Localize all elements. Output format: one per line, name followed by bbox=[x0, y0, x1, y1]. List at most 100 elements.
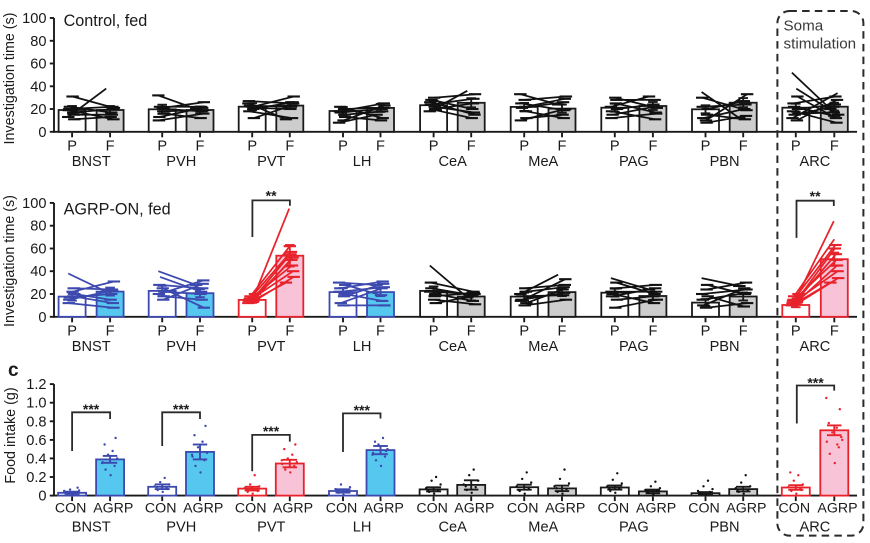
svg-text:PVH: PVH bbox=[166, 339, 196, 355]
svg-text:AGRP: AGRP bbox=[726, 501, 766, 517]
svg-text:PVT: PVT bbox=[257, 339, 285, 355]
svg-text:P: P bbox=[791, 139, 801, 155]
svg-text:MeA: MeA bbox=[528, 520, 558, 536]
svg-text:0.2: 0.2 bbox=[26, 470, 46, 486]
svg-text:CON: CON bbox=[598, 501, 630, 517]
svg-text:AGRP: AGRP bbox=[545, 501, 585, 517]
svg-text:P: P bbox=[247, 139, 257, 155]
svg-text:40: 40 bbox=[30, 79, 46, 95]
svg-text:P: P bbox=[429, 324, 439, 340]
svg-text:CON: CON bbox=[145, 501, 177, 517]
svg-text:F: F bbox=[196, 324, 205, 340]
svg-text:***: *** bbox=[83, 401, 100, 417]
svg-text:PVH: PVH bbox=[166, 154, 196, 170]
svg-text:AGRP: AGRP bbox=[636, 501, 676, 517]
svg-text:CON: CON bbox=[326, 501, 358, 517]
svg-text:F: F bbox=[285, 139, 294, 155]
svg-text:40: 40 bbox=[30, 264, 46, 280]
svg-text:BNST: BNST bbox=[72, 339, 111, 355]
svg-text:PAG: PAG bbox=[619, 154, 649, 170]
svg-text:Soma: Soma bbox=[784, 17, 824, 34]
svg-text:P: P bbox=[338, 324, 348, 340]
svg-text:LH: LH bbox=[353, 520, 372, 536]
svg-text:PBN: PBN bbox=[710, 339, 740, 355]
svg-text:***: *** bbox=[354, 402, 371, 418]
svg-text:F: F bbox=[648, 324, 657, 340]
svg-text:80: 80 bbox=[30, 219, 46, 235]
svg-text:1.2: 1.2 bbox=[26, 377, 46, 393]
svg-text:F: F bbox=[196, 139, 205, 155]
svg-text:80: 80 bbox=[30, 34, 46, 50]
svg-text:BNST: BNST bbox=[72, 154, 111, 170]
svg-text:PBN: PBN bbox=[710, 520, 740, 536]
svg-text:CeA: CeA bbox=[439, 154, 468, 170]
svg-text:AGRP: AGRP bbox=[454, 501, 494, 517]
svg-text:F: F bbox=[285, 324, 294, 340]
svg-text:F: F bbox=[467, 139, 476, 155]
svg-text:Investigation time (s): Investigation time (s) bbox=[2, 13, 18, 145]
svg-text:ARC: ARC bbox=[799, 339, 830, 355]
svg-text:AGRP: AGRP bbox=[817, 501, 857, 517]
svg-text:60: 60 bbox=[30, 242, 46, 258]
svg-text:P: P bbox=[701, 139, 711, 155]
svg-text:0.6: 0.6 bbox=[26, 433, 46, 449]
svg-text:20: 20 bbox=[30, 287, 46, 303]
svg-text:P: P bbox=[67, 324, 77, 340]
svg-text:CON: CON bbox=[779, 501, 811, 517]
svg-text:***: *** bbox=[173, 401, 190, 417]
svg-text:F: F bbox=[376, 139, 385, 155]
svg-text:CeA: CeA bbox=[439, 520, 468, 536]
svg-text:P: P bbox=[157, 324, 167, 340]
svg-text:AGRP: AGRP bbox=[273, 501, 313, 517]
svg-text:MeA: MeA bbox=[528, 154, 558, 170]
svg-text:PAG: PAG bbox=[619, 520, 649, 536]
svg-text:Food intake (g): Food intake (g) bbox=[3, 387, 19, 483]
svg-text:CON: CON bbox=[688, 501, 720, 517]
svg-text:AGRP: AGRP bbox=[364, 501, 404, 517]
svg-text:BNST: BNST bbox=[72, 520, 111, 536]
svg-text:F: F bbox=[106, 324, 115, 340]
svg-text:AGRP: AGRP bbox=[93, 501, 133, 517]
svg-text:P: P bbox=[338, 139, 348, 155]
svg-text:MeA: MeA bbox=[528, 339, 558, 355]
svg-text:100: 100 bbox=[22, 196, 46, 212]
svg-text:F: F bbox=[830, 139, 839, 155]
svg-text:P: P bbox=[67, 139, 77, 155]
svg-text:0: 0 bbox=[38, 489, 46, 505]
svg-text:F: F bbox=[558, 324, 567, 340]
svg-text:ARC: ARC bbox=[799, 154, 830, 170]
svg-text:0: 0 bbox=[38, 125, 46, 141]
svg-text:F: F bbox=[467, 324, 476, 340]
svg-text:CON: CON bbox=[416, 501, 448, 517]
svg-text:0.8: 0.8 bbox=[26, 414, 46, 430]
svg-text:PVH: PVH bbox=[166, 520, 196, 536]
svg-text:P: P bbox=[610, 324, 620, 340]
svg-text:F: F bbox=[830, 324, 839, 340]
svg-text:P: P bbox=[701, 324, 711, 340]
svg-text:1.0: 1.0 bbox=[26, 396, 46, 412]
svg-text:CON: CON bbox=[55, 501, 87, 517]
svg-text:F: F bbox=[739, 139, 748, 155]
svg-text:P: P bbox=[610, 139, 620, 155]
svg-text:0.4: 0.4 bbox=[26, 451, 46, 467]
svg-text:CON: CON bbox=[507, 501, 539, 517]
svg-text:**: ** bbox=[266, 188, 277, 204]
svg-text:c: c bbox=[8, 360, 19, 381]
svg-text:P: P bbox=[519, 324, 529, 340]
svg-text:CON: CON bbox=[235, 501, 267, 517]
svg-text:ARC: ARC bbox=[799, 520, 830, 536]
svg-text:F: F bbox=[739, 324, 748, 340]
svg-text:CeA: CeA bbox=[439, 339, 468, 355]
svg-text:PVT: PVT bbox=[257, 154, 285, 170]
svg-text:Control, fed: Control, fed bbox=[64, 12, 148, 30]
svg-text:F: F bbox=[376, 324, 385, 340]
svg-text:P: P bbox=[429, 139, 439, 155]
svg-text:P: P bbox=[247, 324, 257, 340]
svg-text:F: F bbox=[648, 139, 657, 155]
svg-text:AGRP: AGRP bbox=[183, 501, 223, 517]
svg-text:AGRP-ON, fed: AGRP-ON, fed bbox=[64, 201, 171, 219]
svg-text:Investigation time (s): Investigation time (s) bbox=[2, 195, 18, 327]
svg-text:stimulation: stimulation bbox=[784, 35, 857, 52]
svg-text:LH: LH bbox=[353, 154, 372, 170]
svg-text:PBN: PBN bbox=[710, 154, 740, 170]
